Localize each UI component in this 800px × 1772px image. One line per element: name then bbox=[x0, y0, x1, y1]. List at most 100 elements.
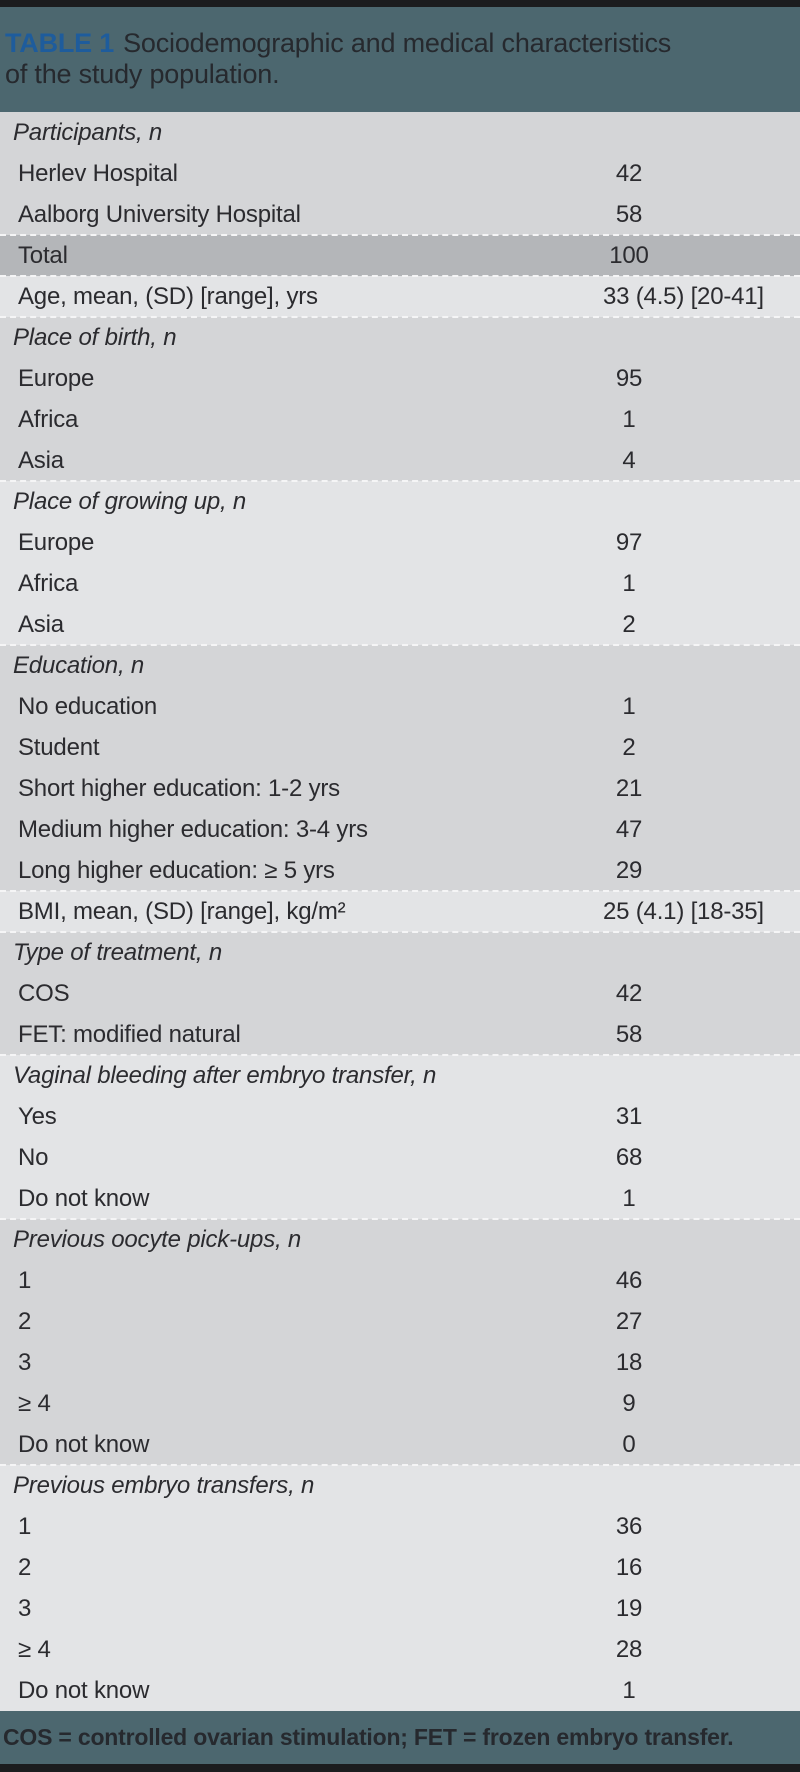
row-label: Asia bbox=[18, 610, 64, 638]
row-value: 46 bbox=[615, 1266, 643, 1294]
row-label: BMI, mean, (SD) [range], kg/m² bbox=[18, 897, 346, 925]
table-row: 2 16 bbox=[0, 1547, 800, 1588]
table-section: Education, n No education 1 Student 2 Short h… bbox=[0, 644, 800, 891]
caption-line-2: of the study population. bbox=[5, 59, 280, 89]
table-row: Age, mean, (SD) [range], yrs 33 (4.5) [20… bbox=[0, 276, 800, 317]
table-section: Place of birth, n Europe 95 Africa 1 Asia 4 bbox=[0, 316, 800, 481]
row-label: Europe bbox=[18, 364, 95, 392]
row-value: 28 bbox=[615, 1635, 643, 1663]
section-header-row: Previous embryo transfers, n bbox=[0, 1465, 800, 1506]
section-header-row: Participants, n bbox=[0, 112, 800, 153]
row-value: 18 bbox=[615, 1348, 643, 1376]
row-value: 33 (4.5) [20-41] bbox=[603, 282, 764, 310]
row-value: 58 bbox=[615, 1020, 643, 1048]
table-row: Do not know 1 bbox=[0, 1670, 800, 1711]
footnote-text: COS = controlled ovarian stimulation; FE… bbox=[3, 1724, 734, 1750]
caption-line-1: TABLE 1 Sociodemographic and medical char… bbox=[5, 28, 772, 59]
row-label: 2 bbox=[18, 1553, 32, 1581]
row-value: 2 bbox=[622, 733, 636, 761]
row-value: 100 bbox=[609, 241, 649, 269]
table-row: 1 46 bbox=[0, 1260, 800, 1301]
section-header-row: Type of treatment, n bbox=[0, 932, 800, 973]
table-row: Africa 1 bbox=[0, 399, 800, 440]
bottom-rule bbox=[0, 1764, 800, 1772]
table-section: Participants, n Herlev Hospital 42 Aalborg … bbox=[0, 112, 800, 235]
table-row: Herlev Hospital 42 bbox=[0, 153, 800, 194]
row-value: 47 bbox=[615, 815, 643, 843]
table-row: Europe 95 bbox=[0, 358, 800, 399]
row-value: 97 bbox=[615, 528, 643, 556]
table-row: ≥ 4 28 bbox=[0, 1629, 800, 1670]
row-label: 2 bbox=[18, 1307, 32, 1335]
table-row: No 68 bbox=[0, 1137, 800, 1178]
top-rule bbox=[0, 0, 800, 7]
row-value: 2 bbox=[622, 610, 636, 638]
row-label: 1 bbox=[18, 1512, 32, 1540]
table-section: BMI, mean, (SD) [range], kg/m² 25 (4.1) [… bbox=[0, 890, 800, 932]
table-row: Africa 1 bbox=[0, 563, 800, 604]
table-row: Student 2 bbox=[0, 727, 800, 768]
row-value: 21 bbox=[615, 774, 643, 802]
table-row: 1 36 bbox=[0, 1506, 800, 1547]
table-row: 2 27 bbox=[0, 1301, 800, 1342]
row-label: Place of birth, n bbox=[13, 323, 177, 351]
section-header-row: Education, n bbox=[0, 645, 800, 686]
table-row: FET: modified natural 58 bbox=[0, 1014, 800, 1055]
row-label: Previous oocyte pick-ups, n bbox=[13, 1225, 302, 1253]
caption-title-text: Sociodemographic and medical characteris… bbox=[123, 28, 672, 58]
row-value: 42 bbox=[615, 979, 643, 1007]
section-header-row: Place of growing up, n bbox=[0, 481, 800, 522]
table-row: Asia 4 bbox=[0, 440, 800, 481]
row-label: No education bbox=[18, 692, 158, 720]
table-row: ≥ 4 9 bbox=[0, 1383, 800, 1424]
row-label: ≥ 4 bbox=[18, 1635, 51, 1663]
table-row: Medium higher education: 3-4 yrs 47 bbox=[0, 809, 800, 850]
table-row: 3 19 bbox=[0, 1588, 800, 1629]
row-value: 42 bbox=[615, 159, 643, 187]
table-row: Do not know 1 bbox=[0, 1178, 800, 1219]
row-label: Place of growing up, n bbox=[13, 487, 247, 515]
table-row: Total 100 bbox=[0, 235, 800, 276]
table-section: Total 100 bbox=[0, 234, 800, 276]
row-label: FET: modified natural bbox=[18, 1020, 241, 1048]
row-value: 0 bbox=[622, 1430, 636, 1458]
row-label: Asia bbox=[18, 446, 64, 474]
row-label: Europe bbox=[18, 528, 95, 556]
row-label: Age, mean, (SD) [range], yrs bbox=[18, 282, 318, 310]
row-value: 25 (4.1) [18-35] bbox=[603, 897, 764, 925]
row-label: No bbox=[18, 1143, 49, 1171]
table-row: COS 42 bbox=[0, 973, 800, 1014]
row-label: Type of treatment, n bbox=[13, 938, 222, 966]
table-row: BMI, mean, (SD) [range], kg/m² 25 (4.1) [… bbox=[0, 891, 800, 932]
row-label: Previous embryo transfers, n bbox=[13, 1471, 315, 1499]
row-label: ≥ 4 bbox=[18, 1389, 51, 1417]
row-label: Total bbox=[18, 241, 68, 269]
row-value: 95 bbox=[615, 364, 643, 392]
row-value: 9 bbox=[622, 1389, 636, 1417]
row-value: 36 bbox=[615, 1512, 643, 1540]
table-row: Yes 31 bbox=[0, 1096, 800, 1137]
row-label: 3 bbox=[18, 1348, 32, 1376]
row-label: Yes bbox=[18, 1102, 57, 1130]
table-row: Short higher education: 1-2 yrs 21 bbox=[0, 768, 800, 809]
row-value: 1 bbox=[622, 569, 636, 597]
footnote-band: COS = controlled ovarian stimulation; FE… bbox=[0, 1711, 800, 1764]
table-row: No education 1 bbox=[0, 686, 800, 727]
row-value: 1 bbox=[622, 1184, 636, 1212]
section-header-row: Place of birth, n bbox=[0, 317, 800, 358]
row-value: 68 bbox=[615, 1143, 643, 1171]
row-value: 16 bbox=[615, 1553, 643, 1581]
row-label: Vaginal bleeding after embryo transfer, … bbox=[13, 1061, 437, 1089]
row-value: 31 bbox=[615, 1102, 643, 1130]
row-value: 1 bbox=[622, 1676, 636, 1704]
table-caption: TABLE 1 Sociodemographic and medical char… bbox=[0, 7, 800, 112]
table-row: Asia 2 bbox=[0, 604, 800, 645]
table-section: Previous oocyte pick-ups, n 1 46 2 27 3 18 ≥ 4 9… bbox=[0, 1218, 800, 1465]
row-value: 27 bbox=[615, 1307, 643, 1335]
row-label: Student bbox=[18, 733, 100, 761]
row-value: 1 bbox=[622, 405, 636, 433]
row-label: COS bbox=[18, 979, 70, 1007]
table-section: Type of treatment, n COS 42 FET: modified n… bbox=[0, 931, 800, 1055]
table-row: 3 18 bbox=[0, 1342, 800, 1383]
